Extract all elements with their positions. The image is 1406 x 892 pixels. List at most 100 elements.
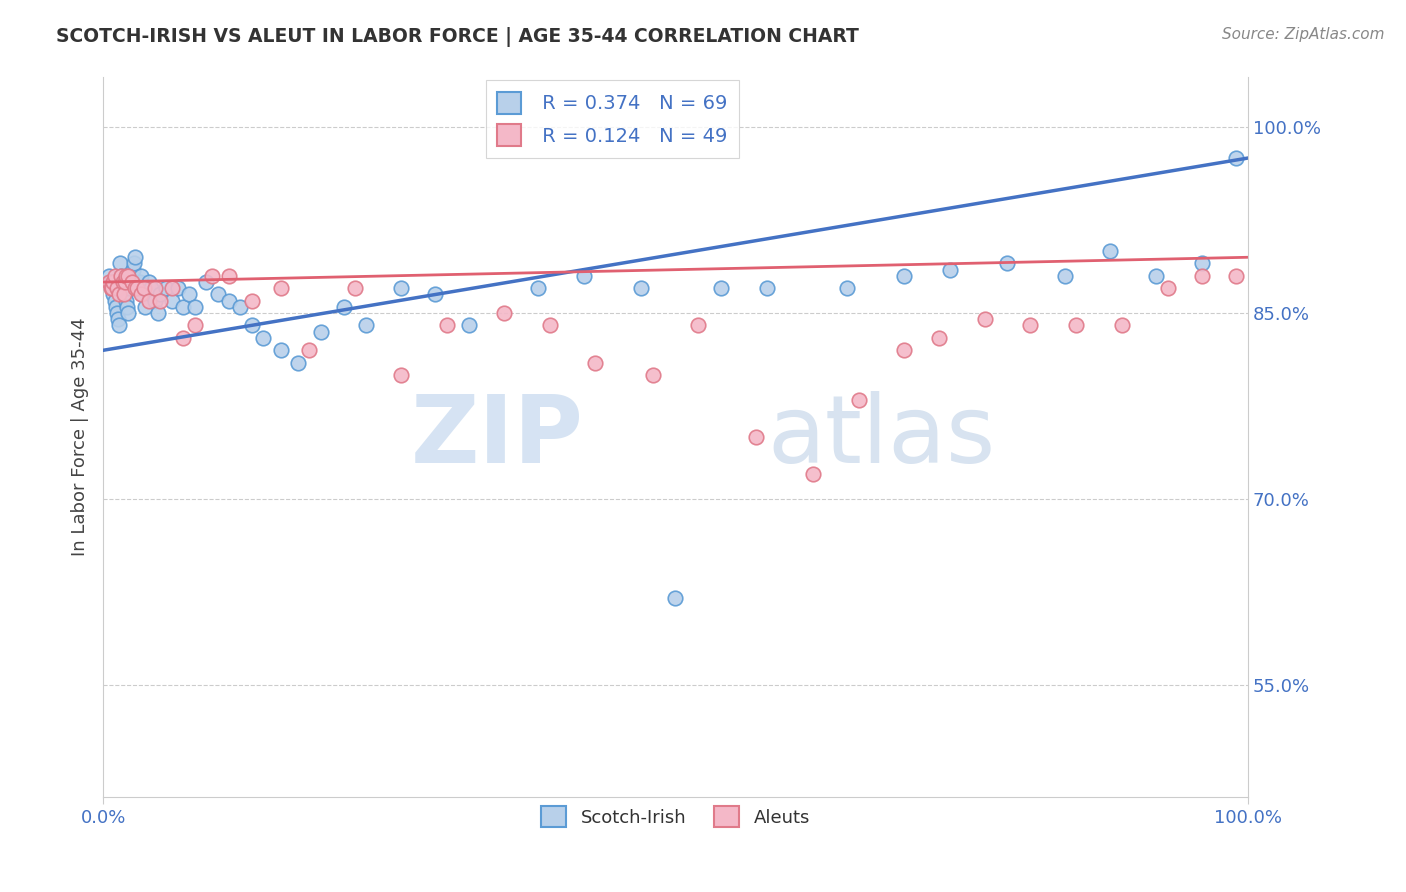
Point (138, 275, 160, 289)
Point (572, 268, 595, 283)
Point (270, 281, 292, 295)
Point (114, 287, 136, 301)
Point (117, 268, 139, 283)
Point (124, 250, 146, 264)
Point (101, 281, 124, 295)
Point (124, 281, 146, 295)
Point (121, 268, 143, 283)
Point (115, 300, 138, 314)
Point (115, 268, 138, 283)
Point (105, 306, 128, 320)
Point (114, 275, 136, 289)
Point (112, 287, 135, 301)
Point (128, 275, 150, 289)
Legend: Scotch-Irish, Aleuts: Scotch-Irish, Aleuts (534, 799, 817, 835)
Point (664, 591, 686, 606)
Point (108, 318, 131, 333)
Point (458, 318, 481, 333)
Point (149, 287, 172, 301)
Point (97, 268, 120, 283)
Point (172, 300, 194, 314)
Point (118, 281, 141, 295)
Text: SCOTCH-IRISH VS ALEUT IN LABOR FORCE | AGE 35-44 CORRELATION CHART: SCOTCH-IRISH VS ALEUT IN LABOR FORCE | A… (56, 27, 859, 46)
Point (1064, 318, 1087, 333)
Point (207, 287, 229, 301)
Point (183, 300, 205, 314)
Point (997, 256, 1019, 270)
Point (115, 293, 138, 308)
Point (129, 287, 152, 301)
Point (111, 275, 134, 289)
Point (103, 293, 125, 308)
Point (105, 281, 128, 295)
Point (287, 356, 309, 370)
Point (1111, 318, 1133, 333)
Point (107, 312, 129, 326)
Point (389, 281, 412, 295)
Text: Source: ZipAtlas.com: Source: ZipAtlas.com (1222, 27, 1385, 42)
Point (121, 275, 143, 289)
Point (436, 318, 458, 333)
Point (893, 268, 915, 283)
Point (166, 281, 188, 295)
Point (131, 287, 153, 301)
Point (143, 281, 166, 295)
Point (423, 287, 446, 301)
Point (127, 281, 149, 295)
Point (343, 281, 366, 295)
Point (527, 281, 550, 295)
Point (538, 318, 561, 333)
Point (356, 318, 378, 333)
Point (103, 287, 125, 301)
Point (112, 281, 135, 295)
Point (252, 331, 274, 345)
Point (744, 430, 766, 444)
Point (240, 293, 263, 308)
Point (117, 306, 139, 320)
Point (172, 331, 194, 345)
Text: ZIP: ZIP (411, 391, 583, 483)
Point (127, 281, 149, 295)
Point (104, 300, 127, 314)
Point (146, 306, 169, 320)
Point (129, 268, 152, 283)
Point (120, 275, 142, 289)
Point (183, 318, 205, 333)
Point (100, 281, 122, 295)
Point (1053, 268, 1076, 283)
Point (389, 368, 412, 383)
Point (100, 275, 122, 289)
Point (101, 281, 124, 295)
Point (218, 268, 240, 283)
Point (1191, 256, 1213, 270)
Point (309, 325, 332, 339)
Point (110, 256, 132, 270)
Point (110, 268, 132, 283)
Point (160, 281, 183, 295)
Point (893, 343, 915, 358)
Point (270, 343, 292, 358)
Point (583, 356, 606, 370)
Point (939, 262, 962, 277)
Point (298, 343, 321, 358)
Point (801, 467, 824, 482)
Point (122, 262, 145, 277)
Point (756, 281, 779, 295)
Point (141, 281, 163, 295)
Point (848, 392, 870, 407)
Point (201, 268, 224, 283)
Point (688, 318, 710, 333)
Point (110, 268, 132, 283)
Point (122, 256, 145, 270)
Point (97, 275, 120, 289)
Point (973, 312, 995, 326)
Point (132, 281, 155, 295)
Point (143, 293, 166, 308)
Point (332, 300, 354, 314)
Point (1019, 318, 1042, 333)
Point (111, 275, 134, 289)
Point (195, 275, 218, 289)
Point (928, 331, 950, 345)
Point (149, 293, 172, 308)
Point (492, 306, 515, 320)
